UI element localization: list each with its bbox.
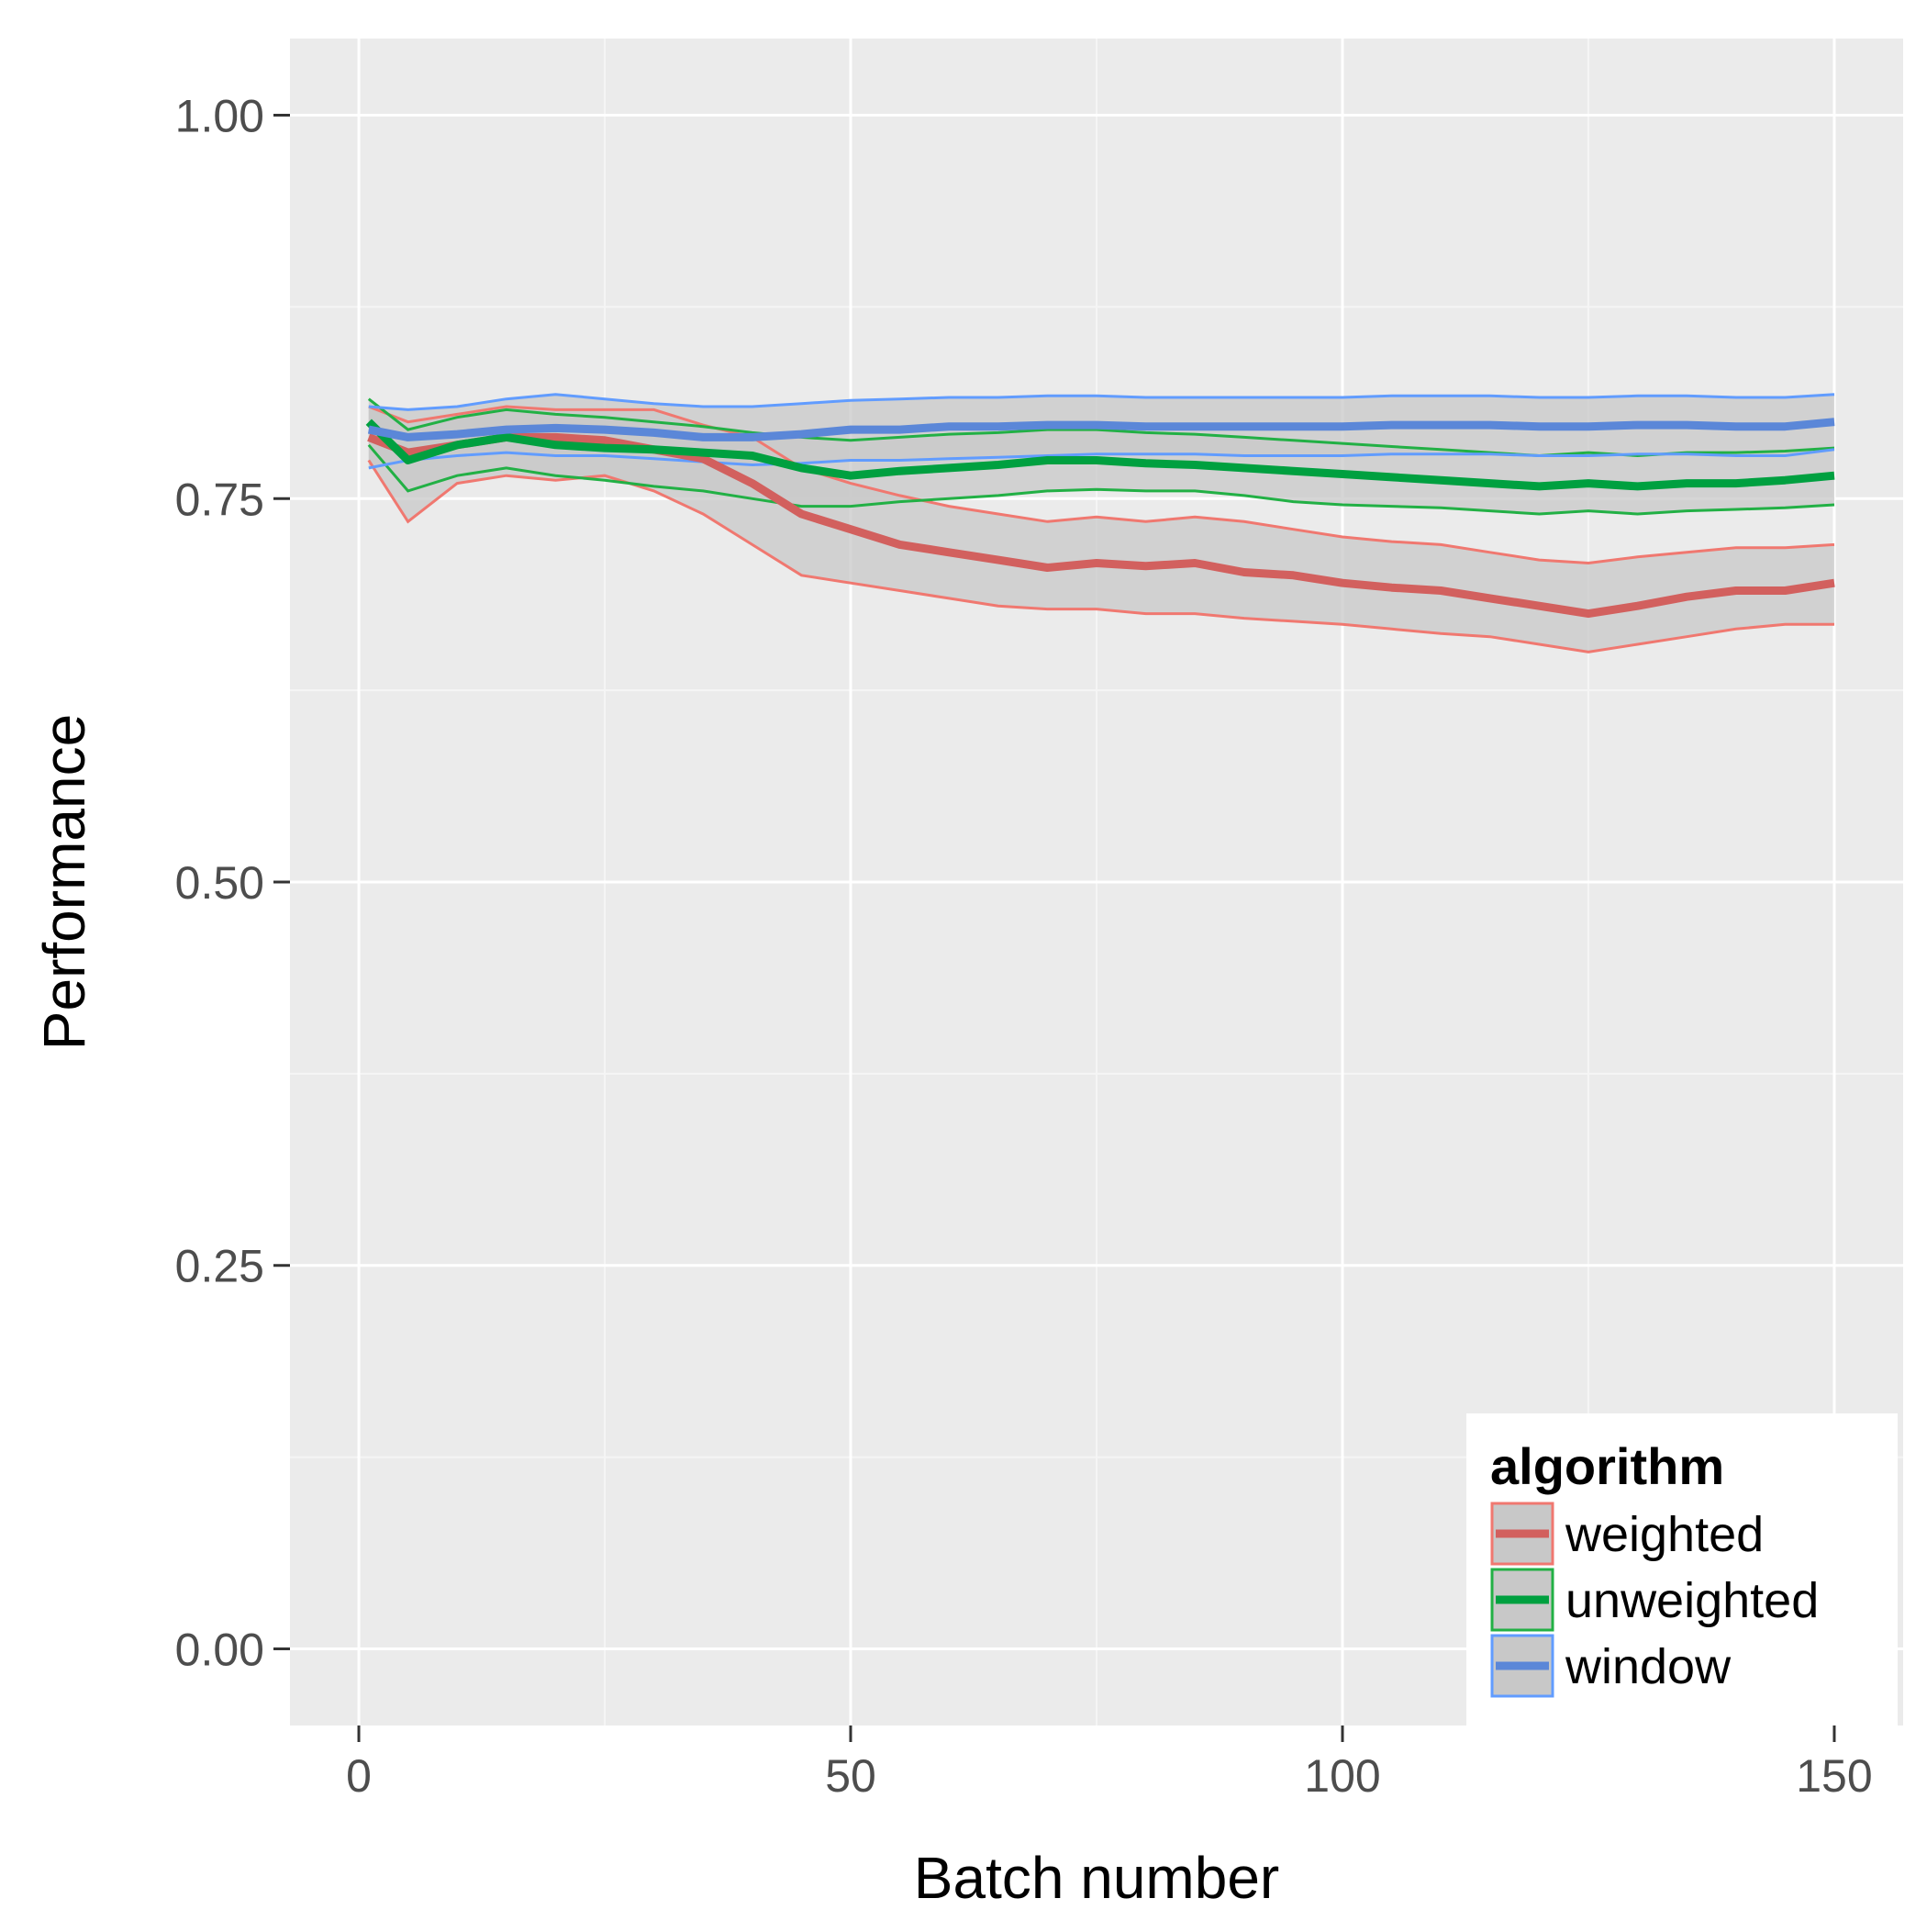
legend-label-window: window — [1565, 1639, 1732, 1694]
y-tick-label: 0.00 — [175, 1624, 264, 1675]
axis-layer: 0.00 0.25 0.50 0.75 1.00 0 50 100 150 — [175, 91, 1873, 1802]
y-tick-label: 1.00 — [175, 91, 264, 142]
legend-label-unweighted: unweighted — [1565, 1573, 1819, 1628]
band-lower-weighted — [367, 459, 1834, 653]
y-tick-label: 0.50 — [175, 857, 264, 909]
legend-title: algorithm — [1490, 1437, 1724, 1495]
band-upper-weighted — [368, 405, 1835, 565]
legend-label-weighted: weighted — [1565, 1507, 1764, 1562]
x-tick-label: 0 — [346, 1750, 372, 1802]
band-lower-unweighted — [367, 443, 1835, 516]
legend: algorithm weighted unweighted window — [1466, 1413, 1898, 1725]
band-upper-window — [368, 393, 1835, 411]
line-unweighted — [365, 419, 1835, 491]
line-layer — [365, 393, 1835, 653]
x-tick-label: 150 — [1796, 1750, 1872, 1802]
y-axis-title: Performance — [31, 714, 97, 1050]
y-tick-label: 0.25 — [175, 1241, 264, 1292]
x-tick-label: 100 — [1304, 1750, 1380, 1802]
x-axis-title: Batch number — [914, 1845, 1279, 1911]
x-tick-label: 50 — [825, 1750, 876, 1802]
band-upper-unweighted — [367, 397, 1835, 458]
y-tick-label: 0.75 — [175, 474, 264, 525]
legend-keys: weighted unweighted window — [1490, 1502, 1819, 1698]
line-window — [367, 418, 1835, 441]
band-lower-window — [368, 448, 1835, 470]
line-weighted — [367, 432, 1835, 619]
